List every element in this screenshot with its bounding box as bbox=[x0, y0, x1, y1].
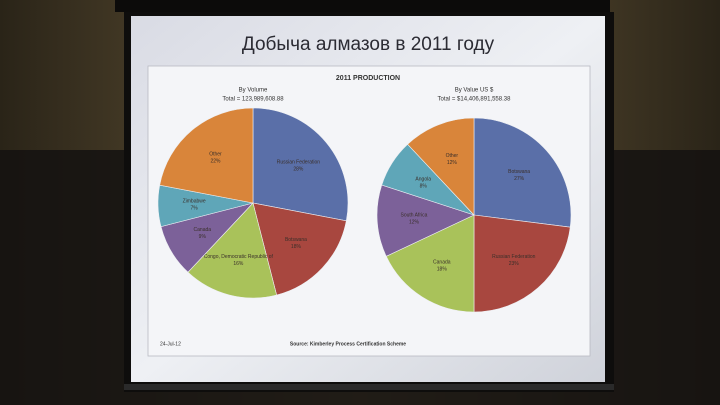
slice-value-label: 22% bbox=[210, 158, 221, 164]
slice-value-label: 7% bbox=[191, 206, 199, 212]
slice-value-label: 18% bbox=[291, 244, 302, 250]
slice-label: Congo, Democratic Republic of bbox=[204, 254, 274, 260]
pie-slice bbox=[407, 117, 475, 216]
slice-label: Russian Federation bbox=[277, 159, 321, 165]
pie-title: By Volume bbox=[239, 88, 268, 94]
pie-subtitle: Total = 123,989,608.88 bbox=[222, 97, 284, 103]
source: Source: Kimberley Process Certification … bbox=[290, 341, 406, 347]
pie-slice bbox=[187, 202, 277, 299]
slice-label: Botswana bbox=[285, 237, 307, 243]
slice-label: Zimbabwe bbox=[183, 199, 206, 205]
slice-label: South Africa bbox=[400, 213, 427, 219]
pie-slice bbox=[252, 107, 349, 222]
screen-top bbox=[115, 0, 610, 12]
date: 24-Jul-12 bbox=[160, 341, 181, 347]
pie-slice bbox=[473, 117, 572, 228]
pie-slice bbox=[385, 214, 475, 313]
charts: By Volume Total = 123,989,608.88 Russian F… bbox=[157, 88, 572, 313]
pie-slice bbox=[376, 184, 475, 257]
pie-subtitle: Total = $14,406,891,558.38 bbox=[438, 97, 512, 103]
slice-label: Canada bbox=[194, 227, 212, 233]
slice-value-label: 18% bbox=[437, 267, 448, 273]
slice-label: Other bbox=[209, 151, 222, 157]
slice-value-label: 23% bbox=[509, 261, 520, 267]
slice-value-label: 12% bbox=[447, 160, 458, 166]
slice-value-label: 28% bbox=[293, 166, 304, 172]
pie-slice bbox=[159, 107, 254, 204]
slice-label: Other bbox=[446, 153, 459, 159]
slice-value-label: 9% bbox=[199, 234, 207, 240]
slice-label: Angola bbox=[415, 177, 431, 183]
slice-value-label: 27% bbox=[514, 176, 525, 182]
slice-value-label: 12% bbox=[409, 220, 420, 226]
slice-value-label: 16% bbox=[233, 261, 244, 267]
pie-slice bbox=[252, 202, 347, 296]
pie-slice bbox=[473, 214, 571, 313]
slice-label: Botswana bbox=[508, 169, 530, 175]
slice-value-label: 8% bbox=[420, 184, 428, 190]
slide-title: Добыча алмазов в 2011 году bbox=[242, 34, 495, 55]
pie-title: By Value US $ bbox=[455, 88, 494, 94]
slice-label: Canada bbox=[433, 260, 451, 266]
chart-title: 2011 PRODUCTION bbox=[336, 75, 400, 82]
screen-bottom bbox=[124, 384, 614, 390]
slice-label: Russian Federation bbox=[492, 254, 536, 260]
